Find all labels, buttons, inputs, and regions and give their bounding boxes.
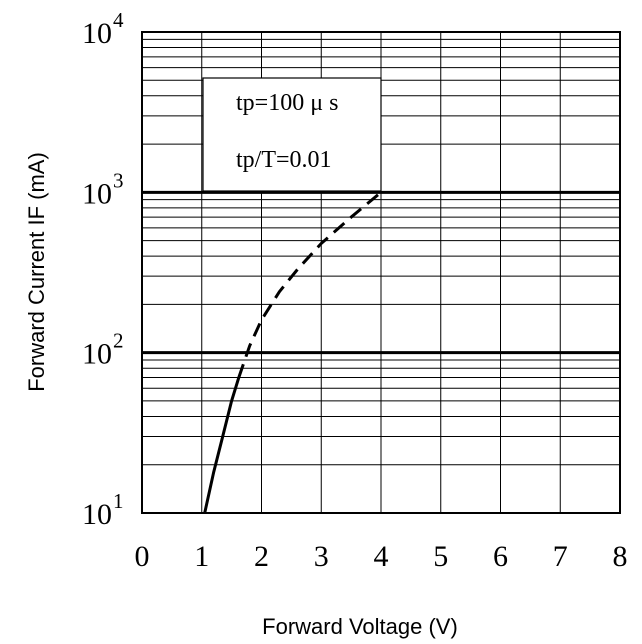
grid-major — [142, 190, 620, 355]
plot-frame — [141, 31, 621, 514]
x-tick-label: 3 — [314, 540, 329, 573]
y-tick-label: 10 — [82, 498, 112, 531]
y-tick-label: 10 — [82, 338, 112, 371]
x-tick-label: 1 — [194, 540, 209, 573]
x-tick-label: 7 — [553, 540, 568, 573]
series-line-solid — [203, 377, 241, 514]
annotation-box-bg — [202, 77, 382, 192]
x-tick-label: 8 — [613, 540, 628, 573]
annotation-box: tp=100 μ s tp/T=0.01 — [202, 77, 382, 192]
annotation-duty-cycle: tp/T=0.01 — [236, 147, 332, 173]
y-tick-exponent: 3 — [113, 168, 124, 192]
x-axis-title: Forward Voltage (V) — [262, 614, 458, 639]
x-tick-label: 0 — [135, 540, 150, 573]
x-tick-label: 4 — [374, 540, 389, 573]
y-tick-label: 10 — [82, 17, 112, 50]
x-tick-labels: 0 1 2 3 4 5 6 7 8 — [135, 540, 628, 573]
x-tick-label: 6 — [493, 540, 508, 573]
series-layer — [203, 191, 382, 514]
y-tick-exponent: 1 — [113, 489, 124, 513]
series-line-dashed — [237, 191, 382, 378]
y-tick-exponent: 2 — [113, 329, 124, 353]
x-tick-label: 5 — [433, 540, 448, 573]
y-tick-label: 10 — [82, 177, 112, 210]
y-tick-exponent: 4 — [113, 8, 124, 32]
y-axis-title: Forward Current IF (mA) — [24, 152, 49, 392]
annotation-pulse-width: tp=100 μ s — [236, 90, 338, 116]
x-tick-label: 2 — [254, 540, 269, 573]
